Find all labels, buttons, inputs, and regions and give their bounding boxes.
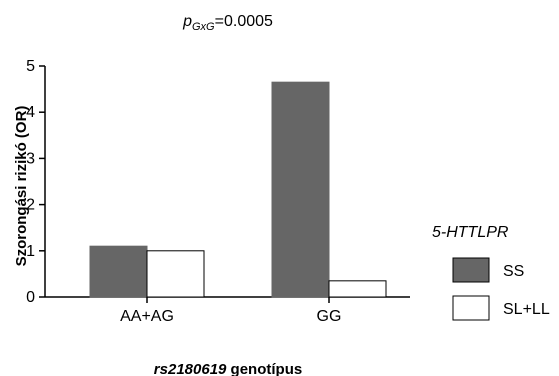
bar-sl-ll-gg	[328, 280, 387, 298]
legend-swatch-ss	[452, 257, 490, 283]
legend-swatch-sl-ll	[452, 295, 490, 321]
legend-label-sl-ll: SL+LL	[503, 301, 550, 318]
y-axis-label: Szorongási rizikó (OR)	[13, 106, 30, 267]
y-tick-label: 2	[26, 197, 35, 214]
bar-ss-gg	[271, 81, 330, 298]
y-tick-label: 0	[26, 289, 35, 306]
bar-sl-ll-aa-ag	[146, 250, 205, 298]
x-tick-label: AA+AG	[120, 308, 174, 325]
legend: 5-HTTLPR SS SL+LL	[432, 224, 550, 321]
legend-label-ss: SS	[503, 263, 524, 280]
bars	[89, 81, 387, 298]
y-tick-label: 4	[26, 104, 35, 121]
chart-title-prefix: p	[182, 13, 192, 30]
chart-title-subscript: GxG	[192, 21, 215, 33]
chart-title: pGxG=0.0005	[182, 13, 273, 33]
y-tick-label: 3	[26, 150, 35, 167]
x-axis-label: rs2180619 genotípus	[154, 361, 302, 376]
chart-title-value: =0.0005	[215, 13, 273, 30]
y-tick-label: 1	[26, 243, 35, 260]
y-ticks: 0 1 2 3 4 5	[26, 58, 45, 306]
bar-ss-aa-ag	[89, 245, 148, 298]
x-axis-label-italic: rs2180619	[154, 361, 227, 376]
y-tick-label: 5	[26, 58, 35, 75]
x-axis-label-rest: genotípus	[226, 361, 302, 376]
legend-title: 5-HTTLPR	[432, 224, 509, 241]
x-ticks: AA+AG GG	[120, 297, 341, 325]
x-tick-label: GG	[317, 308, 342, 325]
